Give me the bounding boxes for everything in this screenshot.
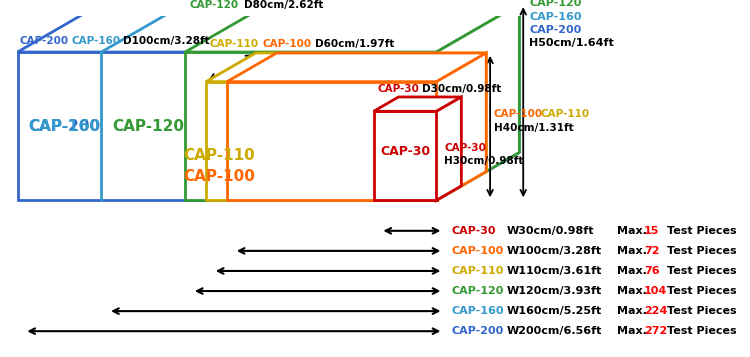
Text: Test Pieces: Test Pieces bbox=[668, 326, 737, 336]
Bar bbox=[206, 82, 436, 200]
Text: CAP-160: CAP-160 bbox=[529, 11, 581, 21]
Text: 104: 104 bbox=[644, 286, 668, 296]
Text: H30cm/0.98ft: H30cm/0.98ft bbox=[444, 156, 524, 166]
Polygon shape bbox=[185, 4, 519, 52]
Text: CAP-110: CAP-110 bbox=[541, 109, 590, 119]
Text: 224: 224 bbox=[644, 306, 668, 316]
Text: CAP-110: CAP-110 bbox=[210, 39, 259, 49]
Text: D80cm/2.62ft: D80cm/2.62ft bbox=[244, 0, 323, 10]
Text: Max.: Max. bbox=[616, 326, 646, 336]
Text: CAP-120: CAP-120 bbox=[112, 119, 184, 134]
Text: 272: 272 bbox=[644, 326, 668, 336]
Text: CAP-200: CAP-200 bbox=[28, 119, 100, 134]
Text: W100cm/3.28ft: W100cm/3.28ft bbox=[507, 246, 602, 256]
Text: Test Pieces: Test Pieces bbox=[668, 226, 737, 236]
Text: CAP-30: CAP-30 bbox=[377, 84, 419, 94]
Text: Test Pieces: Test Pieces bbox=[668, 286, 737, 296]
Text: CAP-120: CAP-120 bbox=[529, 0, 581, 8]
Text: W30cm/0.98ft: W30cm/0.98ft bbox=[507, 226, 594, 236]
Text: 76: 76 bbox=[644, 266, 660, 276]
Bar bbox=[374, 111, 436, 200]
Text: CAP-30: CAP-30 bbox=[451, 226, 496, 236]
Text: 72: 72 bbox=[644, 246, 659, 256]
Text: CAP-30: CAP-30 bbox=[444, 143, 486, 153]
Text: W160cm/5.25ft: W160cm/5.25ft bbox=[507, 306, 602, 316]
Text: CAP-160: CAP-160 bbox=[451, 306, 503, 316]
Text: CAP-30: CAP-30 bbox=[380, 145, 430, 158]
Text: CAP-100: CAP-100 bbox=[494, 109, 543, 119]
Polygon shape bbox=[436, 4, 519, 200]
Text: Test Pieces: Test Pieces bbox=[668, 266, 737, 276]
Polygon shape bbox=[436, 97, 461, 200]
Bar bbox=[17, 52, 436, 200]
Text: CAP-100: CAP-100 bbox=[451, 246, 503, 256]
Text: W110cm/3.61ft: W110cm/3.61ft bbox=[507, 266, 602, 276]
Polygon shape bbox=[436, 4, 519, 200]
Polygon shape bbox=[374, 97, 461, 111]
Text: H40cm/1.31ft: H40cm/1.31ft bbox=[494, 124, 574, 134]
Bar bbox=[227, 82, 436, 200]
Text: D30cm/0.98ft: D30cm/0.98ft bbox=[422, 84, 502, 94]
Text: CAP-200: CAP-200 bbox=[451, 326, 503, 336]
Polygon shape bbox=[436, 53, 486, 200]
Text: 15: 15 bbox=[644, 226, 659, 236]
Text: CAP-110: CAP-110 bbox=[451, 266, 503, 276]
Text: Max.: Max. bbox=[616, 246, 646, 256]
Text: D60cm/1.97ft: D60cm/1.97ft bbox=[315, 39, 394, 49]
Text: CAP-200: CAP-200 bbox=[20, 36, 68, 46]
Text: CAP-120: CAP-120 bbox=[189, 0, 238, 10]
Polygon shape bbox=[436, 53, 486, 200]
Text: CAP-120: CAP-120 bbox=[451, 286, 503, 296]
Text: CAP-160: CAP-160 bbox=[71, 36, 120, 46]
Text: Test Pieces: Test Pieces bbox=[668, 306, 737, 316]
Text: Test Pieces: Test Pieces bbox=[668, 246, 737, 256]
Text: CAP-100: CAP-100 bbox=[184, 169, 256, 184]
Text: CAP-100: CAP-100 bbox=[262, 39, 312, 49]
Text: Max.: Max. bbox=[616, 226, 646, 236]
Text: CAP-160: CAP-160 bbox=[28, 119, 100, 134]
Polygon shape bbox=[17, 4, 519, 52]
Text: CAP-200: CAP-200 bbox=[529, 25, 581, 35]
Text: H50cm/1.64ft: H50cm/1.64ft bbox=[529, 38, 614, 48]
Bar bbox=[185, 52, 436, 200]
Text: D100cm/3.28ft: D100cm/3.28ft bbox=[123, 36, 209, 46]
Polygon shape bbox=[206, 53, 486, 82]
Text: CAP-110: CAP-110 bbox=[184, 148, 255, 163]
Text: W120cm/3.93ft: W120cm/3.93ft bbox=[507, 286, 602, 296]
Text: Max.: Max. bbox=[616, 286, 646, 296]
Text: Max.: Max. bbox=[616, 266, 646, 276]
Polygon shape bbox=[227, 53, 486, 82]
Text: Max.: Max. bbox=[616, 306, 646, 316]
Text: W200cm/6.56ft: W200cm/6.56ft bbox=[507, 326, 602, 336]
